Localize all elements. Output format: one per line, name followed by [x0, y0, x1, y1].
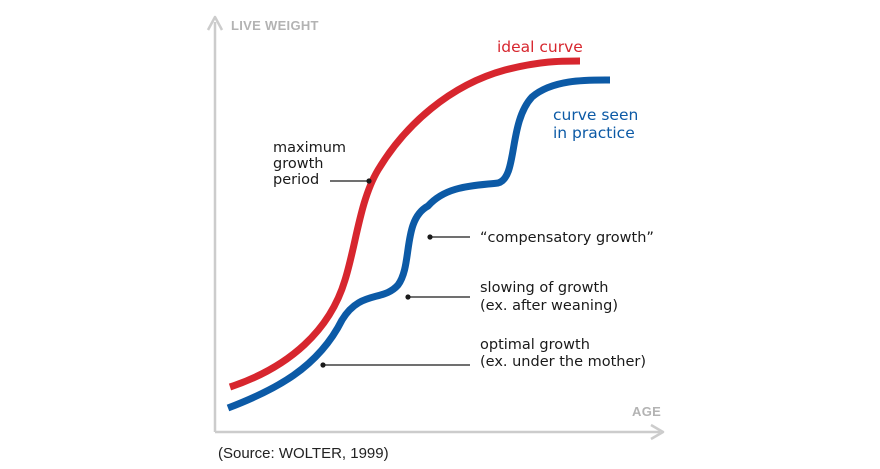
axes: LIVE WEIGHT AGE — [206, 15, 665, 441]
annotation-compensatory: “compensatory growth” — [427, 230, 654, 246]
optimal-line1: optimal growth — [480, 337, 590, 353]
practice-curve-label-line2: in practice — [553, 124, 635, 142]
max-growth-line1: maximum — [273, 140, 346, 156]
practice-curve — [226, 76, 611, 412]
x-axis-arrow-icon — [650, 423, 665, 441]
optimal-line2: (ex. under the mother) — [480, 354, 646, 370]
slowing-line1: slowing of growth — [480, 280, 608, 296]
y-axis-arrow-icon — [206, 15, 224, 31]
annotation-optimal: optimal growth (ex. under the mother) — [320, 337, 646, 370]
y-axis-label: LIVE WEIGHT — [231, 18, 319, 33]
max-growth-line3: period — [273, 172, 319, 188]
source-citation: (Source: WOLTER, 1999) — [218, 445, 389, 462]
x-axis-label: AGE — [632, 404, 661, 419]
annotation-max-growth: maximum growth period — [273, 140, 372, 188]
slowing-line2: (ex. after weaning) — [480, 298, 618, 314]
ideal-curve-label: ideal curve — [497, 38, 583, 56]
annotation-slowing: slowing of growth (ex. after weaning) — [405, 280, 618, 314]
max-growth-dot — [366, 178, 372, 184]
ideal-curve — [228, 57, 581, 391]
compensatory-label: “compensatory growth” — [480, 230, 654, 246]
max-growth-line2: growth — [273, 156, 323, 172]
practice-curve-label-line1: curve seen — [553, 106, 638, 124]
